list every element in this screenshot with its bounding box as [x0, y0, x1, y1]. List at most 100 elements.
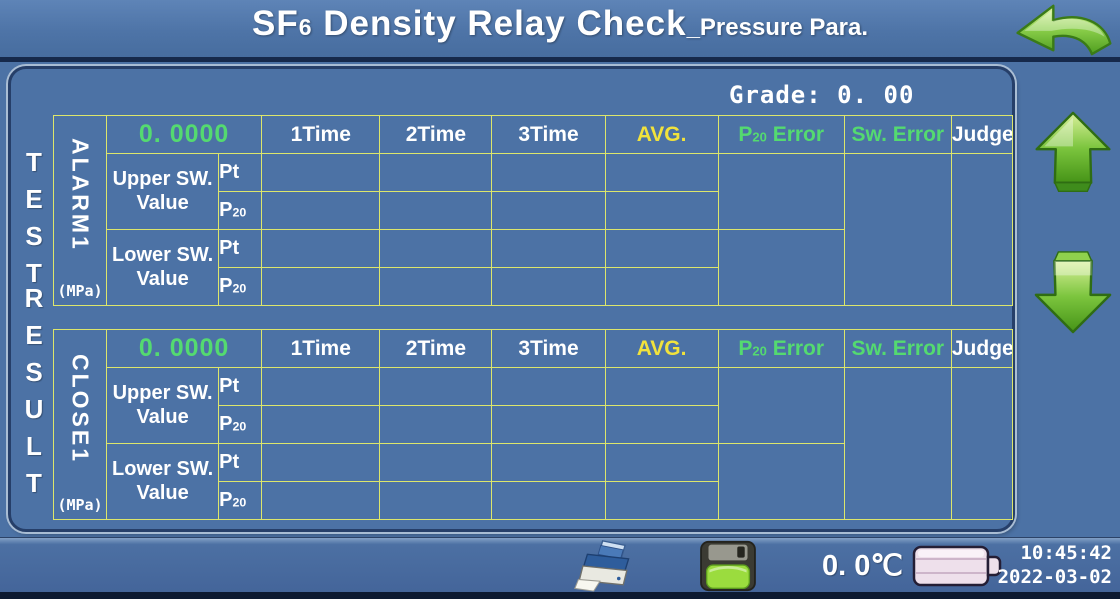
data-cell	[379, 267, 493, 306]
header-p20-error: P20 Error	[717, 115, 845, 154]
header-avg: AVG.	[604, 115, 719, 154]
time-text: 10:45:42	[1020, 542, 1112, 564]
back-button[interactable]	[1012, 1, 1114, 57]
reference-value-close1[interactable]: 0. 0000	[106, 329, 263, 368]
header-p20-error: P20 Error	[717, 329, 845, 368]
data-cell	[261, 405, 381, 444]
data-cell-p20-error-upper	[717, 153, 845, 230]
battery-icon	[912, 544, 1004, 588]
row-label-lower-sw: Lower SW. Value	[106, 443, 220, 520]
channel-label: ALARM1	[67, 138, 94, 252]
grade-label: Grade:	[729, 81, 822, 109]
header-2time: 2Time	[379, 329, 493, 368]
channel-label: CLOSE1	[67, 353, 94, 465]
row-label-pt: Pt	[218, 443, 263, 482]
channel-cell-alarm1: ALARM1 (MPa)	[52, 115, 108, 306]
channel-cell-close1: CLOSE1 (MPa)	[52, 329, 108, 520]
data-cell	[491, 405, 606, 444]
header-sw-error: Sw. Error	[843, 329, 952, 368]
printer-icon	[572, 540, 644, 596]
rail-word-test: TEST	[19, 147, 49, 295]
header-3time: 3Time	[491, 115, 606, 154]
header-avg: AVG.	[604, 329, 719, 368]
save-button[interactable]	[698, 540, 758, 592]
back-arrow-icon	[1012, 4, 1114, 61]
data-cell	[491, 481, 606, 520]
row-label-pt: Pt	[218, 367, 263, 406]
alarm1-result-table: ALARM1 (MPa) 0. 0000 1Time 2Time 3Time A…	[52, 115, 1014, 306]
data-cell	[261, 229, 381, 268]
data-cell-p20-error-lower	[717, 443, 845, 520]
data-cell	[261, 191, 381, 230]
data-cell	[491, 153, 606, 192]
data-cell-sw-error	[843, 153, 952, 306]
temperature-readout: 0. 0℃	[822, 550, 903, 582]
unit-label: (MPa)	[57, 282, 103, 300]
grade-value: 0. 00	[837, 81, 915, 109]
data-cell	[379, 405, 493, 444]
data-cell	[379, 481, 493, 520]
header-2time: 2Time	[379, 115, 493, 154]
data-cell	[491, 443, 606, 482]
row-label-upper-sw: Upper SW. Value	[106, 153, 220, 230]
scroll-down-arrow-icon	[1032, 251, 1114, 340]
row-label-lower-sw: Lower SW. Value	[106, 229, 220, 306]
bottom-edge	[0, 592, 1120, 599]
data-cell	[379, 153, 493, 192]
data-cell	[261, 481, 381, 520]
scroll-up-button[interactable]	[1032, 110, 1114, 198]
unit-label: (MPa)	[57, 496, 103, 514]
title-page-suffix: _Pressure Para.	[686, 14, 869, 41]
row-label-pt: Pt	[218, 153, 263, 192]
data-cell-judge	[950, 153, 1014, 306]
data-cell	[261, 443, 381, 482]
header-1time: 1Time	[261, 115, 381, 154]
row-label-p20: P20	[218, 267, 263, 306]
title-brand-rest: Density Relay Check	[312, 4, 687, 43]
data-cell	[491, 367, 606, 406]
page-title: SF6 Density Relay Check_Pressure Para.	[0, 4, 1120, 44]
data-cell	[604, 229, 719, 268]
header-judge: Judge	[950, 329, 1014, 368]
grade-readout: Grade: 0. 00	[729, 81, 914, 109]
test-result-panel: TEST RESULT Grade: 0. 00 ALARM1 (MPa) 0.…	[8, 66, 1015, 532]
data-cell	[261, 153, 381, 192]
title-brand-subscript: 6	[298, 14, 313, 40]
reference-value-alarm1[interactable]: 0. 0000	[106, 115, 263, 154]
data-cell	[379, 229, 493, 268]
data-cell	[604, 405, 719, 444]
data-cell-p20-error-lower	[717, 229, 845, 306]
header-sw-error: Sw. Error	[843, 115, 952, 154]
data-cell	[604, 267, 719, 306]
row-label-p20: P20	[218, 191, 263, 230]
data-cell	[379, 443, 493, 482]
data-cell	[491, 191, 606, 230]
data-cell-judge	[950, 367, 1014, 520]
status-bar: 0. 0℃ 10:45:42 2022-03-02	[0, 537, 1120, 592]
data-cell	[604, 481, 719, 520]
data-cell	[604, 367, 719, 406]
header-3time: 3Time	[491, 329, 606, 368]
data-cell	[491, 267, 606, 306]
data-cell	[379, 191, 493, 230]
row-label-p20: P20	[218, 405, 263, 444]
data-cell	[379, 367, 493, 406]
data-cell	[491, 229, 606, 268]
print-button[interactable]	[572, 540, 644, 592]
scroll-down-button[interactable]	[1032, 246, 1114, 336]
data-cell	[604, 191, 719, 230]
data-cell	[604, 153, 719, 192]
header-judge: Judge	[950, 115, 1014, 154]
data-cell	[261, 367, 381, 406]
data-cell	[604, 443, 719, 482]
rail-word-result: RESULT	[19, 283, 49, 505]
data-cell-sw-error	[843, 367, 952, 520]
row-label-upper-sw: Upper SW. Value	[106, 367, 220, 444]
title-brand-prefix: SF	[251, 4, 299, 43]
date-text: 2022-03-02	[997, 566, 1112, 588]
clock-readout: 10:45:42 2022-03-02	[998, 541, 1112, 589]
title-bar: SF6 Density Relay Check_Pressure Para.	[0, 0, 1120, 62]
row-label-pt: Pt	[218, 229, 263, 268]
scroll-up-arrow-icon	[1032, 111, 1114, 202]
